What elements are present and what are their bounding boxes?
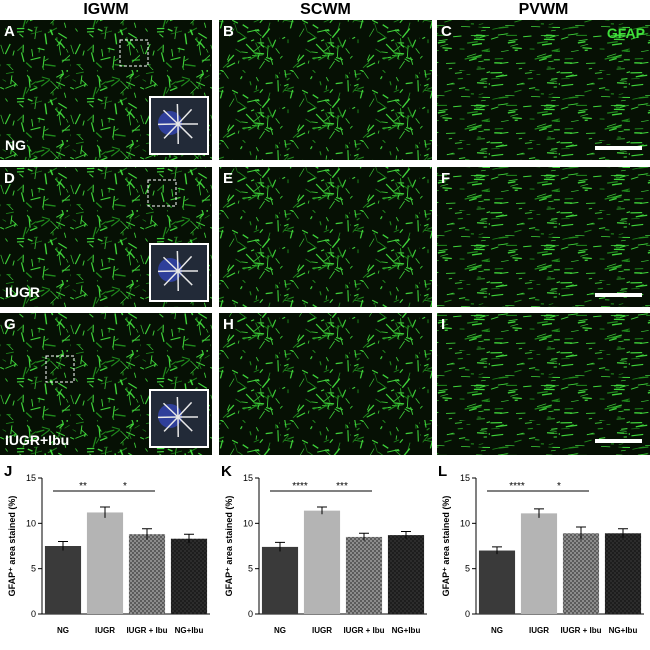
y-tick-label: 0: [465, 609, 470, 619]
row-label: NG: [5, 137, 26, 153]
significance-label: ****: [292, 481, 308, 492]
column-header: PVWM: [519, 1, 569, 18]
row-label: IUGR: [5, 284, 40, 300]
y-axis-label: GFAP⁺ area stained (%): [7, 496, 17, 597]
inset-process: [177, 104, 178, 124]
y-axis-label: GFAP⁺ area stained (%): [224, 496, 234, 597]
bar-pattern: [605, 533, 641, 614]
row-label: IUGR+Ibu: [5, 432, 69, 448]
panel-label: E: [223, 170, 233, 187]
inset-process: [177, 397, 178, 417]
panel-label: H: [223, 316, 234, 333]
y-tick-label: 10: [26, 518, 36, 528]
panel-label: F: [441, 170, 450, 187]
x-tick-label: NG: [57, 626, 69, 635]
panel-label: G: [4, 316, 16, 333]
chart-label: J: [4, 463, 12, 480]
x-tick-label: IUGR + Ibu: [560, 626, 601, 635]
y-tick-label: 15: [460, 473, 470, 483]
panel-label: A: [4, 23, 15, 40]
bar-pattern: [171, 539, 207, 614]
panel-label: I: [441, 316, 445, 333]
bar-pattern: [346, 537, 382, 614]
bar: [521, 513, 557, 614]
y-tick-label: 5: [465, 564, 470, 574]
significance-label: *: [123, 481, 127, 492]
y-tick-label: 15: [26, 473, 36, 483]
x-tick-label: NG: [491, 626, 503, 635]
significance-label: ***: [336, 481, 348, 492]
micrograph: [437, 20, 650, 160]
bar-pattern: [129, 534, 165, 614]
x-tick-label: IUGR + Ibu: [343, 626, 384, 635]
column-header: SCWM: [300, 1, 351, 18]
x-tick-label: IUGR: [529, 626, 549, 635]
y-axis-label: GFAP⁺ area stained (%): [441, 496, 451, 597]
micrograph: [219, 313, 432, 455]
x-tick-label: IUGR: [95, 626, 115, 635]
column-header: IGWM: [83, 1, 128, 18]
y-tick-label: 0: [31, 609, 36, 619]
y-tick-label: 10: [460, 518, 470, 528]
bar-pattern: [388, 535, 424, 614]
panel-label: C: [441, 23, 452, 40]
bar: [304, 511, 340, 614]
significance-label: ****: [509, 481, 525, 492]
micrograph: [437, 167, 650, 307]
x-tick-label: IUGR: [312, 626, 332, 635]
x-tick-label: NG+Ibu: [609, 626, 638, 635]
y-tick-label: 15: [243, 473, 253, 483]
y-tick-label: 5: [248, 564, 253, 574]
bar: [45, 546, 81, 614]
chart-label: K: [221, 463, 232, 480]
chart-label: L: [438, 463, 447, 480]
panel-label: B: [223, 23, 234, 40]
x-tick-label: NG+Ibu: [392, 626, 421, 635]
y-tick-label: 5: [31, 564, 36, 574]
micrograph: [219, 20, 432, 160]
y-tick-label: 0: [248, 609, 253, 619]
x-tick-label: IUGR + Ibu: [126, 626, 167, 635]
x-tick-label: NG: [274, 626, 286, 635]
bar: [262, 547, 298, 614]
significance-label: **: [79, 481, 87, 492]
y-tick-label: 10: [243, 518, 253, 528]
significance-label: *: [557, 481, 561, 492]
panel-label: D: [4, 170, 15, 187]
micrograph: [437, 313, 650, 455]
bar: [87, 512, 123, 614]
micrograph: [219, 167, 432, 307]
bar: [479, 551, 515, 614]
inset-process: [177, 251, 178, 271]
x-tick-label: NG+Ibu: [175, 626, 204, 635]
bar-pattern: [563, 533, 599, 614]
stain-label: GFAP: [607, 25, 645, 41]
